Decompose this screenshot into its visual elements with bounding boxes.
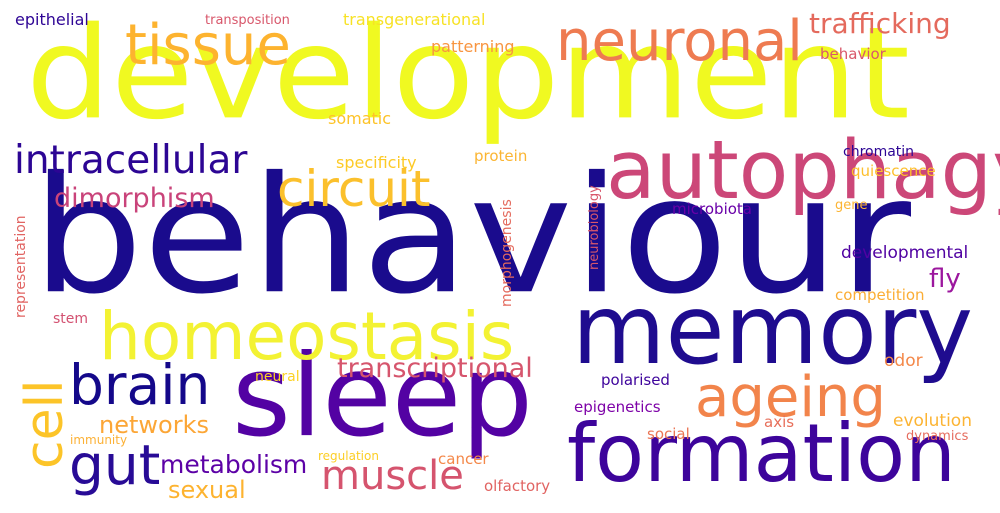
word-cell: cell [15, 379, 75, 469]
word-chromatin: chromatin [843, 144, 915, 160]
word-epigenetics: epigenetics [574, 398, 661, 416]
word-neuronal: neuronal [556, 9, 803, 74]
word-polarised: polarised [601, 371, 670, 389]
word-quiescence: quiescence [851, 162, 936, 180]
word-odor: odor [884, 351, 923, 371]
word-social: social [647, 425, 690, 443]
word-transgenerational: transgenerational [343, 10, 486, 29]
word-intracellular: intracellular [14, 138, 248, 183]
word-transposition: transposition [205, 13, 290, 28]
word-microbiota: microbiota [672, 200, 752, 218]
word-memory: memory [572, 274, 974, 386]
word-formation: formation [567, 407, 956, 500]
word-development: development [26, 0, 910, 148]
word-protein: protein [474, 147, 528, 165]
word-neurobiology: neurobiology [587, 185, 602, 270]
word-competition: competition [835, 286, 925, 304]
word-ageing: ageing [695, 365, 886, 430]
word-somatic: somatic [328, 109, 392, 128]
word-transcriptional: transcriptional [337, 353, 533, 384]
word-circuit: circuit [277, 160, 431, 218]
word-muscle: muscle [321, 453, 464, 499]
word-fly: fly [929, 264, 961, 294]
word-brain: brain [69, 353, 211, 417]
word-tissue: tissue [125, 13, 291, 78]
word-morphogenesis: morphogenesis [499, 199, 515, 307]
word-evolution: evolution [893, 411, 972, 431]
word-epithelial: epithelial [15, 10, 89, 29]
word-dynamics: dynamics [906, 429, 969, 444]
word-behaviour: behaviour [32, 143, 912, 330]
word-sleep: sleep [232, 330, 534, 462]
word-neural: neural [255, 369, 300, 385]
word-olfactory: olfactory [484, 477, 551, 495]
word-patterning: patterning [431, 37, 515, 56]
word-trafficking: trafficking [809, 7, 951, 40]
word-regulation: regulation [318, 449, 379, 463]
word-sexual: sexual [168, 476, 246, 504]
word-specificity: specificity [336, 153, 417, 172]
word-gene: gene [835, 198, 868, 213]
word-behavior: behavior [820, 45, 886, 63]
word-metabolism: metabolism [160, 450, 308, 479]
word-immunity: immunity [70, 433, 128, 447]
word-networks: networks [99, 411, 209, 439]
word-representation: representation [13, 215, 29, 318]
word-axis: axis [764, 413, 795, 431]
word-cancer: cancer [438, 450, 489, 468]
word-dimorphism: dimorphism [54, 183, 215, 214]
word-homeostasis: homeostasis [99, 298, 515, 375]
word-gut: gut [69, 433, 161, 497]
word-stem: stem [53, 311, 89, 327]
word-autophagy: autophagy [606, 124, 1000, 218]
word-developmental: developmental [841, 243, 969, 263]
